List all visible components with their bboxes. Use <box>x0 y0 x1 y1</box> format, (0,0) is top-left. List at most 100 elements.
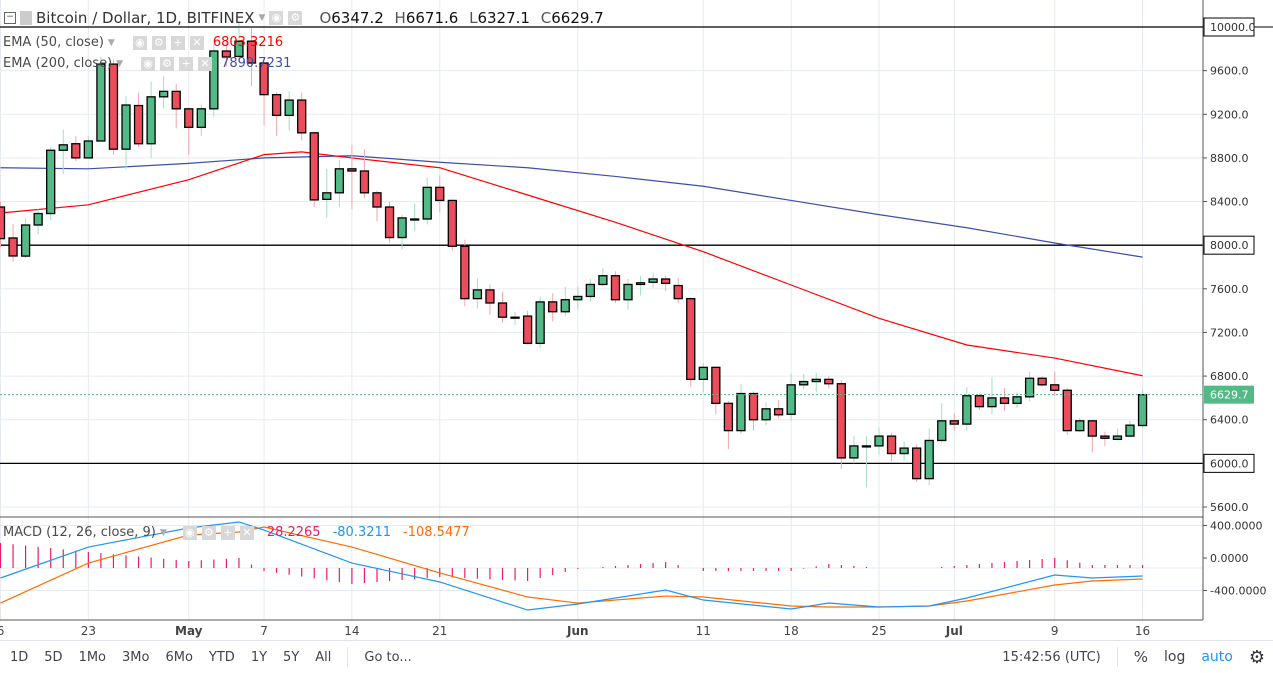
candle-body <box>209 50 219 110</box>
time-axis-label: 18 <box>784 624 799 638</box>
candle-body <box>409 218 420 221</box>
time-axis-label: Jul <box>945 624 963 638</box>
candle-body <box>761 408 771 421</box>
candle-body <box>773 408 784 416</box>
candle-body <box>723 402 734 432</box>
plus-icon[interactable]: + <box>170 35 185 50</box>
candle-body <box>184 108 194 129</box>
price-axis-label: 5600.0 <box>1210 501 1249 514</box>
ema200-legend: EMA (200, close) ▼ ◉ ⚙ + ✕ 7890.7231 <box>3 56 291 71</box>
ema50-value: 6803.3216 <box>212 35 284 50</box>
divider <box>347 647 349 667</box>
eye-icon[interactable]: ◉ <box>269 11 284 25</box>
range-5y[interactable]: 5Y <box>283 649 300 665</box>
candle-body <box>472 289 483 300</box>
chevron-down-icon[interactable]: ▼ <box>107 37 115 48</box>
candle-body <box>974 395 985 408</box>
candle-body <box>33 212 43 226</box>
ema200-value: 7890.7231 <box>221 56 292 71</box>
time-axis-label: 7 <box>260 624 268 638</box>
candle-body <box>497 302 508 318</box>
eye-icon[interactable]: ◉ <box>132 35 147 50</box>
time-axis-label: May <box>175 624 203 638</box>
candle-body <box>610 275 621 301</box>
gear-icon[interactable]: ⚙ <box>160 56 175 71</box>
candle-body <box>0 206 6 240</box>
price-label-box <box>1203 453 1255 473</box>
candle-body <box>158 90 169 98</box>
ema50-legend: EMA (50, close) ▼ ◉ ⚙ + ✕ 6803.3216 <box>3 35 283 50</box>
close-icon[interactable]: ✕ <box>189 35 204 50</box>
close-icon[interactable]: ✕ <box>239 525 254 540</box>
macd-signal-value: -108.5477 <box>403 525 470 540</box>
candle-body <box>221 50 232 58</box>
candle-body <box>146 96 156 145</box>
price-axis-label: 6000.0 <box>1210 457 1249 470</box>
eye-icon[interactable]: ◉ <box>182 525 197 540</box>
clock-time[interactable]: 15:42:56 (UTC) <box>1002 649 1101 665</box>
candle-body <box>447 199 457 247</box>
time-axis-label: 25 <box>871 624 886 638</box>
macd-label[interactable]: MACD (12, 26, close, 9) <box>3 525 156 540</box>
candle-body <box>435 186 445 202</box>
price-axis-label: 8400.0 <box>1210 196 1249 209</box>
candle-body <box>962 395 972 425</box>
time-axis-label: 6 <box>0 624 4 638</box>
auto-toggle[interactable]: auto <box>1201 649 1233 665</box>
candle-body <box>1112 435 1123 441</box>
chevron-down-icon[interactable]: ▼ <box>258 13 266 23</box>
gear-icon[interactable]: ⚙ <box>201 525 216 540</box>
close-icon[interactable]: ✕ <box>198 56 213 71</box>
candle-body <box>384 206 395 239</box>
range-3mo[interactable]: 3Mo <box>122 649 150 665</box>
candle-body <box>196 108 206 129</box>
candle-body <box>297 99 307 134</box>
candle-body <box>20 224 31 257</box>
candle-body <box>397 217 407 239</box>
range-ytd[interactable]: YTD <box>208 649 235 665</box>
percent-toggle[interactable]: % <box>1133 648 1148 666</box>
goto-button[interactable]: Go to... <box>364 649 412 665</box>
price-axis-label: 10000.0 <box>1210 21 1256 34</box>
candle-body <box>886 435 897 455</box>
ema50-label[interactable]: EMA (50, close) <box>3 35 104 50</box>
range-all[interactable]: All <box>315 649 332 665</box>
range-1mo[interactable]: 1Mo <box>78 649 107 665</box>
candle-body <box>58 144 68 151</box>
time-axis-label: Jun <box>566 624 589 638</box>
candle-body <box>573 295 583 301</box>
macd-hist-value: 28.2265 <box>266 525 321 540</box>
collapse-icon[interactable]: − <box>4 12 16 24</box>
eye-icon[interactable]: ◉ <box>141 56 156 71</box>
chevron-down-icon[interactable]: ▼ <box>116 58 124 69</box>
macd-legend: MACD (12, 26, close, 9) ▼ ◉ ⚙ + ✕ 28.2265 -8… <box>3 525 470 540</box>
range-1y[interactable]: 1Y <box>250 649 268 665</box>
candle-body <box>347 168 357 172</box>
candle-body <box>71 143 81 159</box>
plus-icon[interactable]: + <box>220 525 235 540</box>
price-chart[interactable]: 10000.09600.09200.08800.08400.08000.0760… <box>0 0 1273 640</box>
candle-body <box>548 301 558 313</box>
range-5d[interactable]: 5D <box>44 649 63 665</box>
gear-icon[interactable]: ⚙ <box>288 11 303 25</box>
macd-axis-label: 0.0000 <box>1210 552 1249 565</box>
symbol-title[interactable]: Bitcoin / Dollar, 1D, BITFINEX <box>36 9 255 27</box>
price-axis-label: 8000.0 <box>1210 239 1249 252</box>
candle-body <box>1037 377 1047 386</box>
candle-body <box>949 420 959 425</box>
candle-body <box>271 93 282 117</box>
gear-icon[interactable]: ⚙ <box>151 35 166 50</box>
plus-icon[interactable]: + <box>179 56 194 71</box>
candle-body <box>309 132 319 201</box>
candle-body <box>698 366 708 381</box>
gear-icon[interactable]: ⚙ <box>1248 646 1265 668</box>
price-axis-label: 9200.0 <box>1210 108 1249 121</box>
range-1d[interactable]: 1D <box>10 649 29 665</box>
candle-body <box>284 99 294 117</box>
flag-icon <box>20 11 32 25</box>
log-toggle[interactable]: log <box>1164 649 1186 665</box>
price-axis-label: 6800.0 <box>1210 370 1249 383</box>
chevron-down-icon[interactable]: ▼ <box>159 527 167 538</box>
range-6mo[interactable]: 6Mo <box>165 649 193 665</box>
ema200-label[interactable]: EMA (200, close) <box>3 56 113 71</box>
